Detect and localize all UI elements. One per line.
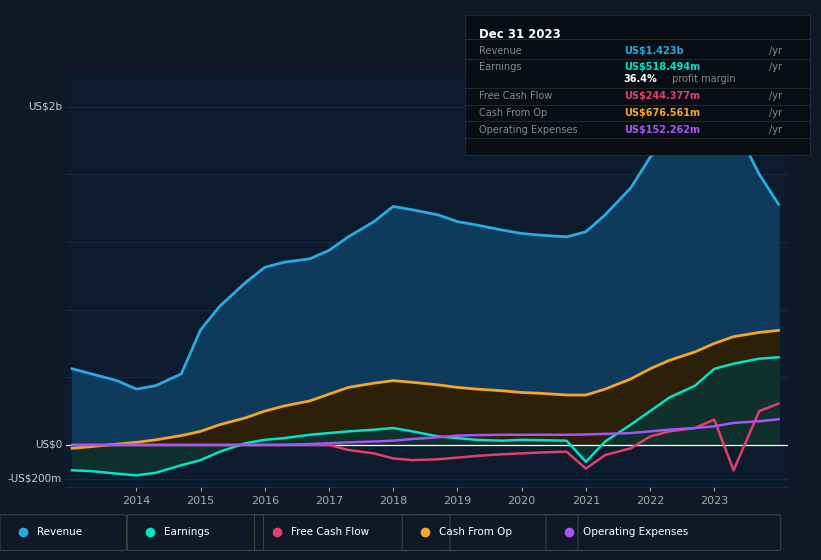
Text: Revenue: Revenue: [37, 527, 82, 537]
Text: Cash From Op: Cash From Op: [439, 527, 512, 537]
Text: Dec 31 2023: Dec 31 2023: [479, 27, 561, 41]
Text: US$2b: US$2b: [28, 101, 62, 111]
Text: US$1.423b: US$1.423b: [624, 46, 683, 56]
Text: /yr: /yr: [768, 125, 782, 135]
Text: 36.4%: 36.4%: [624, 74, 658, 85]
Text: /yr: /yr: [768, 62, 782, 72]
Text: profit margin: profit margin: [668, 74, 735, 85]
Text: /yr: /yr: [768, 108, 782, 118]
Text: US$0: US$0: [34, 440, 62, 450]
Text: -US$200m: -US$200m: [8, 474, 62, 484]
Text: /yr: /yr: [768, 91, 782, 101]
Text: Earnings: Earnings: [164, 527, 209, 537]
Text: Revenue: Revenue: [479, 46, 521, 56]
Text: Operating Expenses: Operating Expenses: [479, 125, 577, 135]
Text: Operating Expenses: Operating Expenses: [583, 527, 688, 537]
Text: US$518.494m: US$518.494m: [624, 62, 699, 72]
Text: /yr: /yr: [768, 46, 782, 56]
Text: Free Cash Flow: Free Cash Flow: [479, 91, 552, 101]
Text: Cash From Op: Cash From Op: [479, 108, 547, 118]
Text: Free Cash Flow: Free Cash Flow: [291, 527, 369, 537]
Text: Earnings: Earnings: [479, 62, 521, 72]
Text: US$152.262m: US$152.262m: [624, 125, 699, 135]
Text: US$676.561m: US$676.561m: [624, 108, 699, 118]
Text: US$244.377m: US$244.377m: [624, 91, 699, 101]
